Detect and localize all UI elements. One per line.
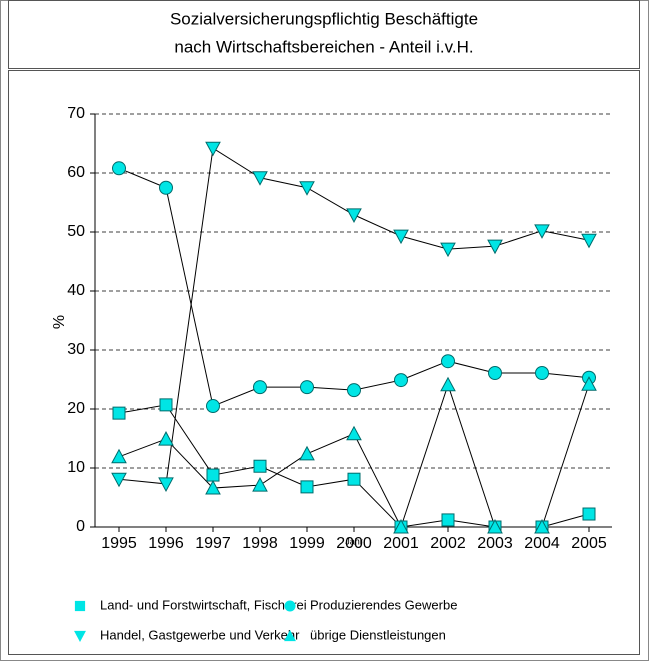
- x-tick-label: 1997: [195, 535, 231, 552]
- data-point: [487, 239, 503, 255]
- data-point: [440, 376, 456, 392]
- data-point: [252, 477, 268, 492]
- data-point: [488, 366, 502, 381]
- data-point: [158, 477, 174, 492]
- data-point: [111, 448, 127, 464]
- data-point: [253, 380, 267, 395]
- data-point: [393, 229, 409, 245]
- x-tick-label: 1995: [101, 535, 137, 552]
- legend-marker: [74, 630, 86, 642]
- data-point: [582, 507, 596, 521]
- data-point: [346, 425, 362, 441]
- data-point: [159, 398, 173, 412]
- data-point: [205, 480, 221, 495]
- data-point: [393, 518, 409, 534]
- data-point: [299, 181, 315, 196]
- y-tick-label: 10: [67, 459, 85, 476]
- x-tick-label: 1996: [148, 535, 184, 552]
- data-point: [206, 468, 220, 482]
- x-tick-label: 1998: [242, 535, 278, 552]
- x-tick-label: 2005: [571, 535, 607, 552]
- x-tick-label: 2000: [336, 535, 372, 552]
- y-tick-label: 40: [67, 282, 85, 299]
- data-point: [581, 233, 597, 249]
- x-tick-label: 2004: [524, 535, 560, 552]
- data-point: [487, 518, 503, 534]
- y-axis-label: %: [51, 315, 68, 329]
- data-point: [441, 354, 455, 369]
- x-tick-label: 2001: [383, 535, 419, 552]
- data-point: [205, 141, 221, 157]
- y-tick-label: 70: [67, 105, 85, 122]
- legend-marker: [284, 600, 296, 612]
- data-point: [394, 373, 408, 388]
- x-tick-label: 2003: [477, 535, 513, 552]
- data-point: [347, 472, 361, 486]
- chart-title: nach Wirtschaftsbereichen - Anteil i.v.H…: [174, 37, 473, 56]
- data-point: [300, 480, 314, 494]
- data-point: [158, 431, 174, 446]
- legend-label: Handel, Gastgewerbe und Verkehr: [100, 627, 300, 642]
- data-point: [441, 513, 455, 527]
- data-point: [206, 399, 220, 414]
- y-tick-label: 0: [76, 518, 85, 535]
- y-tick-label: 50: [67, 223, 85, 240]
- data-point: [581, 376, 597, 391]
- title-box: [8, 0, 640, 69]
- data-point: [159, 180, 173, 195]
- y-tick-label: 60: [67, 164, 85, 181]
- data-point: [111, 472, 127, 488]
- data-point: [253, 459, 267, 473]
- data-point: [300, 380, 314, 395]
- data-point: [534, 224, 550, 239]
- data-point: [535, 366, 549, 381]
- y-tick-label: 30: [67, 341, 85, 358]
- data-point: [112, 406, 126, 420]
- x-tick-label: 2002: [430, 535, 466, 552]
- legend-marker: [74, 600, 86, 612]
- data-point: [299, 445, 315, 461]
- x-axis-label: Jahr: [345, 536, 363, 546]
- chart-title: Sozialversicherungspflichtig Beschäftigt…: [170, 9, 478, 28]
- chart-frame: [8, 70, 640, 655]
- legend-marker: [284, 630, 296, 642]
- legend-label: Produzierendes Gewerbe: [310, 597, 457, 612]
- y-tick-label: 20: [67, 400, 85, 417]
- legend-label: Land- und Forstwirtschaft, Fischerei: [100, 597, 307, 612]
- data-point: [347, 383, 361, 398]
- data-point: [440, 242, 456, 258]
- data-point: [534, 518, 550, 534]
- data-point: [346, 208, 362, 223]
- legend-label: übrige Dienstleistungen: [310, 627, 446, 642]
- data-point: [112, 161, 126, 176]
- data-point: [252, 171, 268, 186]
- x-tick-label: 1999: [289, 535, 325, 552]
